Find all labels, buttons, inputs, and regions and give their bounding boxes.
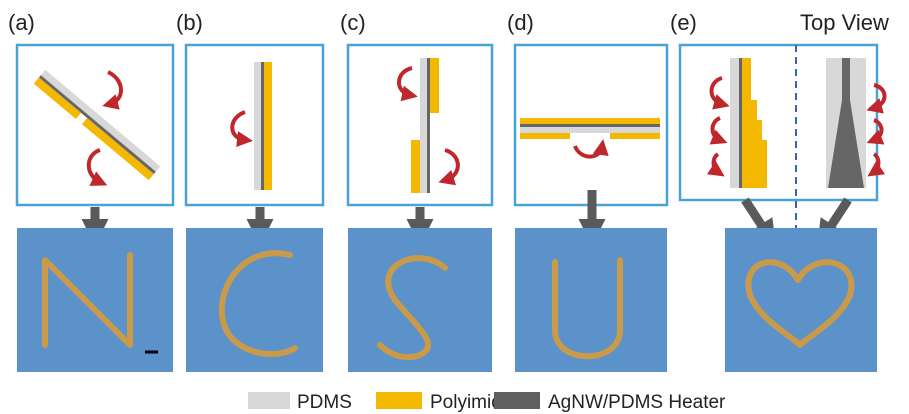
panel-c <box>348 45 492 372</box>
panel-label: (a) <box>8 10 35 35</box>
top-view-label: Top View <box>800 10 889 35</box>
legend-label: PDMS <box>297 392 352 413</box>
panel-d <box>515 45 667 372</box>
panel-label: (b) <box>176 10 203 35</box>
legend-swatch <box>376 392 422 409</box>
panel-label: (c) <box>340 10 366 35</box>
legend: PDMS Polyimide AgNW/PDMS Heater <box>248 392 726 413</box>
panel-label: (d) <box>507 10 534 35</box>
panel-b <box>186 45 323 372</box>
legend-swatch <box>494 392 540 409</box>
figure: (a) (b) (c) (d) (e) Top View <box>0 0 909 414</box>
panel-label: (e) <box>670 10 697 35</box>
legend-swatch <box>248 392 290 409</box>
legend-label: AgNW/PDMS Heater <box>548 392 726 413</box>
panel-e <box>680 45 885 372</box>
panel-a <box>17 45 173 372</box>
